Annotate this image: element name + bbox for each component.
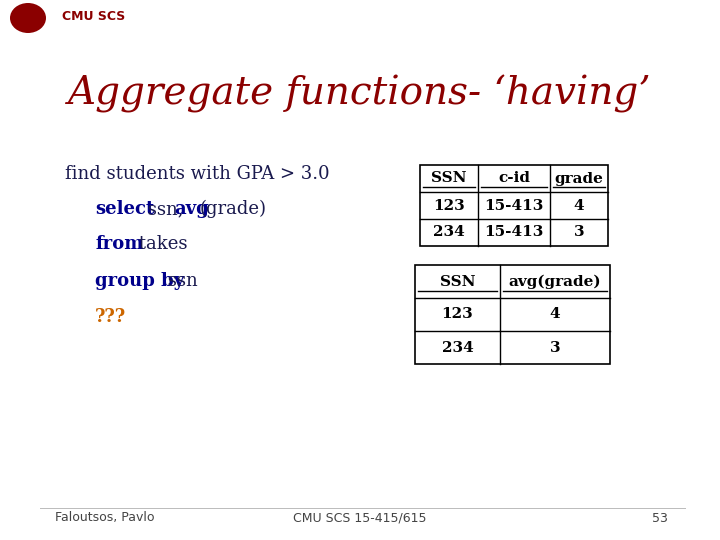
Text: CMU SCS 15-415/615: CMU SCS 15-415/615 (293, 511, 427, 524)
Text: avg: avg (174, 200, 209, 218)
Text: 234: 234 (433, 226, 465, 240)
Text: 3: 3 (574, 226, 585, 240)
Text: 4: 4 (549, 307, 560, 321)
Bar (420, 165, 608, 246)
Text: c-id: c-id (498, 172, 530, 186)
Text: Faloutsos, Pavlo: Faloutsos, Pavlo (55, 511, 155, 524)
Text: Aggregate functions- ‘having’: Aggregate functions- ‘having’ (68, 75, 652, 113)
Text: ssn,: ssn, (142, 200, 189, 218)
Text: 123: 123 (433, 199, 465, 213)
Text: 123: 123 (441, 307, 473, 321)
Bar (415, 265, 610, 364)
Text: SSN: SSN (431, 172, 467, 186)
Text: avg(grade): avg(grade) (509, 274, 601, 289)
Text: 234: 234 (441, 341, 473, 354)
Text: grade: grade (554, 172, 603, 186)
Text: from: from (95, 235, 143, 253)
Text: 53: 53 (652, 511, 668, 524)
Text: ssn: ssn (162, 272, 198, 290)
Text: 15-413: 15-413 (485, 199, 544, 213)
Ellipse shape (10, 3, 46, 33)
Text: 4: 4 (574, 199, 585, 213)
Text: 3: 3 (549, 341, 560, 354)
Text: find students with GPA > 3.0: find students with GPA > 3.0 (65, 165, 330, 183)
Text: 15-413: 15-413 (485, 226, 544, 240)
Text: group by: group by (95, 272, 184, 290)
Text: SSN: SSN (440, 274, 475, 288)
Text: CMU SCS: CMU SCS (62, 10, 125, 23)
Text: select: select (95, 200, 154, 218)
Text: (grade): (grade) (200, 200, 267, 218)
Text: takes: takes (133, 235, 187, 253)
Text: ???: ??? (95, 308, 126, 326)
